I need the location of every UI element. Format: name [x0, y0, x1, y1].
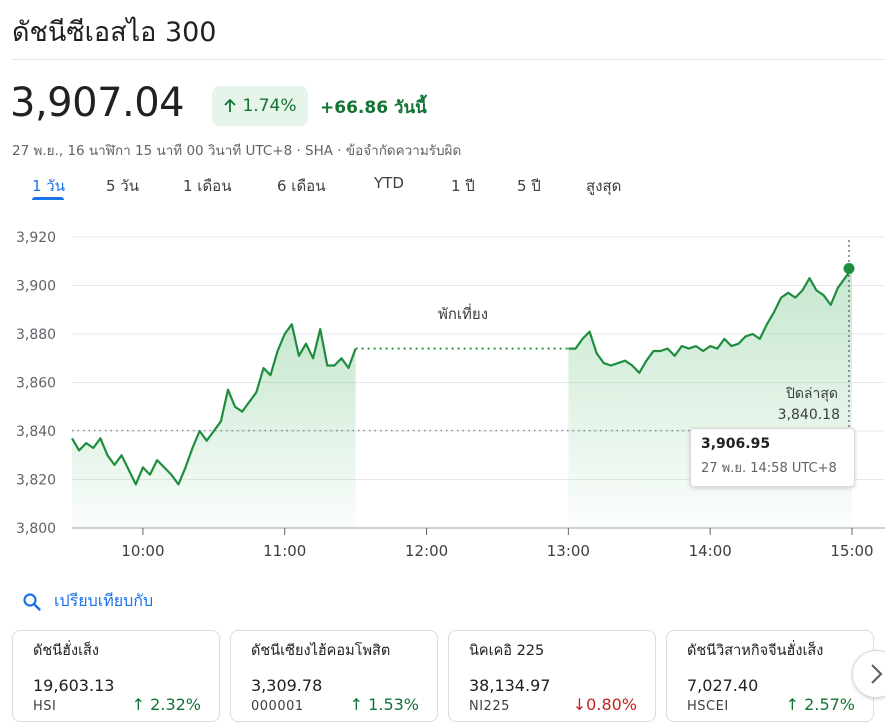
- series-line-0: [71, 323, 357, 486]
- tab-1y[interactable]: 1 ปี: [451, 177, 475, 195]
- y-tick-label: 3,800: [16, 521, 56, 537]
- compare-card-hsi[interactable]: ดัชนีฮั่งเส็ง 19,603.13 HSI ↑ 2.32%: [12, 630, 220, 722]
- card-symbol: NI225: [469, 699, 510, 714]
- tab-ytd[interactable]: YTD: [374, 174, 404, 192]
- price-chart[interactable]: 3,920 3,900 3,880 3,860 3,840 3,820 3,800 10:00…: [0, 220, 885, 565]
- x-tick-label: 15:00: [830, 542, 873, 560]
- series-line-1: [568, 267, 853, 374]
- card-name: ดัชนีเซียงไฮ้คอมโพสิต: [251, 643, 391, 659]
- arrow-up-icon: ↑: [131, 695, 146, 714]
- card-change: ↑ 2.57%: [786, 695, 855, 714]
- card-name: ดัชนีฮั่งเส็ง: [33, 643, 99, 659]
- arrow-up-icon: [224, 99, 237, 112]
- active-tab-indicator: [32, 197, 64, 200]
- chevron-right-icon: [871, 664, 883, 684]
- divider: [12, 59, 885, 60]
- card-price: 7,027.40: [687, 676, 759, 695]
- tooltip-time: 27 พ.ย. 14:58 UTC+8: [701, 461, 837, 476]
- x-tick-label: 11:00: [263, 542, 306, 560]
- x-tick-label: 12:00: [405, 542, 448, 560]
- x-tick-label: 10:00: [121, 542, 164, 560]
- card-price: 19,603.13: [33, 676, 115, 695]
- x-tick-label: 13:00: [547, 542, 590, 560]
- compare-label: เปรียบเทียบกับ: [54, 591, 154, 610]
- y-tick-label: 3,920: [16, 230, 56, 246]
- previous-close-value: 3,840.18: [778, 407, 840, 423]
- compare-button[interactable]: เปรียบเทียบกับ: [22, 589, 153, 614]
- arrow-up-icon: ↑: [349, 695, 364, 714]
- current-point-marker: [843, 263, 855, 275]
- current-price: 3,907.04: [10, 80, 185, 126]
- tab-max[interactable]: สูงสุด: [586, 177, 622, 195]
- card-symbol: 000001: [251, 699, 304, 714]
- card-name: นิคเคอิ 225: [469, 643, 545, 659]
- y-tick-label: 3,880: [16, 327, 56, 343]
- compare-card-ni225[interactable]: นิคเคอิ 225 38,134.97 NI225 ↓0.80%: [448, 630, 656, 722]
- card-change: ↓0.80%: [573, 695, 637, 714]
- card-symbol: HSI: [33, 699, 57, 714]
- tab-5d[interactable]: 5 วัน: [106, 177, 139, 195]
- tooltip-value: 3,906.95: [701, 436, 771, 452]
- card-change: ↑ 1.53%: [350, 695, 419, 714]
- chart-tooltip: 3,906.95 27 พ.ย. 14:58 UTC+8: [690, 428, 855, 487]
- card-change: ↑ 2.32%: [132, 695, 201, 714]
- card-change-value: 2.32%: [150, 695, 201, 714]
- page-title: ดัชนีซีเอสไอ 300: [12, 17, 217, 48]
- arrow-up-icon: ↑: [785, 695, 800, 714]
- search-icon: [23, 592, 41, 611]
- y-tick-label: 3,860: [16, 376, 56, 392]
- x-tick-label: 14:00: [689, 542, 732, 560]
- range-tabs: 1 วัน 5 วัน 1 เดือน 6 เดือน YTD 1 ปี 5 ป…: [0, 174, 885, 204]
- compare-card-hscei[interactable]: ดัชนีวิสาหกิจจีนฮั่งเส็ง 7,027.40 HSCEI …: [666, 630, 874, 722]
- lunch-break-label: พักเที่ยง: [438, 303, 488, 323]
- series-area-0: [72, 324, 356, 528]
- tab-1m[interactable]: 1 เดือน: [183, 177, 232, 195]
- card-symbol: HSCEI: [687, 699, 729, 714]
- change-percent-badge: 1.74%: [212, 86, 308, 126]
- y-tick-label: 3,840: [16, 424, 56, 440]
- card-price: 3,309.78: [251, 676, 323, 695]
- card-change-value: 2.57%: [804, 695, 855, 714]
- y-tick-label: 3,820: [16, 473, 56, 489]
- card-price: 38,134.97: [469, 676, 551, 695]
- card-change-value: 1.53%: [368, 695, 419, 714]
- card-change-value: 0.80%: [586, 695, 637, 714]
- change-percent: 1.74%: [242, 96, 297, 116]
- tab-1d[interactable]: 1 วัน: [32, 177, 65, 195]
- arrow-down-icon: ↓: [572, 695, 587, 714]
- compare-card-000001[interactable]: ดัชนีเซียงไฮ้คอมโพสิต 3,309.78 000001 ↑ …: [230, 630, 438, 722]
- card-name: ดัชนีวิสาหกิจจีนฮั่งเส็ง: [687, 643, 824, 659]
- tab-6m[interactable]: 6 เดือน: [277, 177, 326, 195]
- change-absolute: +66.86 วันนี้: [320, 98, 427, 118]
- previous-close-label: ปิดล่าสุด: [785, 386, 838, 402]
- y-tick-label: 3,900: [16, 279, 56, 295]
- tab-5y[interactable]: 5 ปี: [517, 177, 541, 195]
- quote-meta: 27 พ.ย., 16 นาฬิกา 15 นาที 00 วินาที UTC…: [12, 143, 462, 159]
